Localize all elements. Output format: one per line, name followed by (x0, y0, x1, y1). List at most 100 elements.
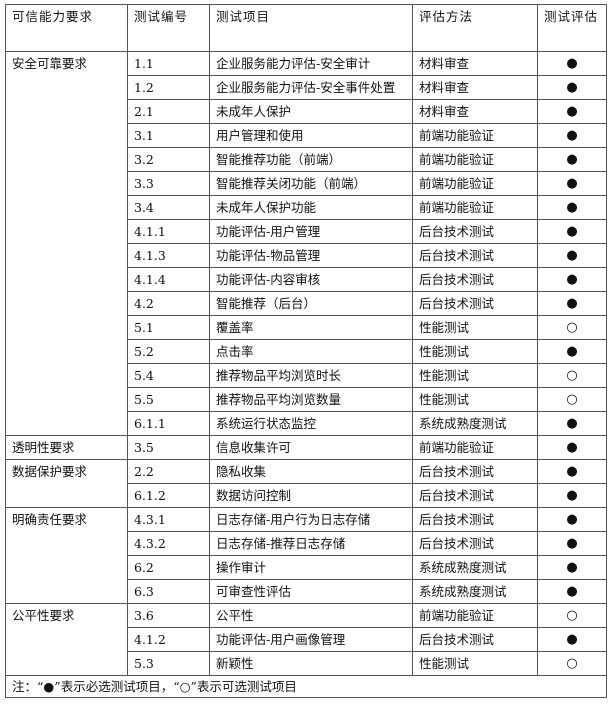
test-id: 3.3 (127, 171, 210, 196)
table-row: 2.1 未成年人保护 材料审查 ● (6, 99, 607, 124)
evaluation: ● (537, 267, 607, 292)
evaluation: ● (537, 483, 607, 508)
test-item: 企业服务能力评估-安全审计 (209, 51, 413, 76)
test-id: 4.1.4 (127, 267, 210, 292)
evaluation: ● (537, 627, 607, 652)
method: 性能测试 (412, 363, 538, 388)
evaluation: ● (537, 75, 607, 100)
test-item: 公平性 (209, 603, 413, 628)
header-cell: 测试项目 (209, 4, 413, 52)
test-id: 3.5 (127, 435, 210, 460)
method: 后台技术测试 (412, 627, 538, 652)
evaluation: ○ (537, 651, 607, 676)
evaluation: ● (537, 507, 607, 532)
method: 系统成熟度测试 (412, 555, 538, 580)
evaluation: ● (537, 243, 607, 268)
method: 前端功能验证 (412, 123, 538, 148)
requirement: 公平性要求 (5, 603, 128, 676)
method: 前端功能验证 (412, 147, 538, 172)
method: 性能测试 (412, 651, 538, 676)
header-row: 可信能力要求 测试编号 测试项目 评估方法 测试评估 (5, 4, 607, 52)
test-id: 1.2 (127, 75, 210, 100)
test-item: 推荐物品平均浏览时长 (209, 363, 413, 388)
method: 后台技术测试 (412, 531, 538, 556)
table-row: 明确责任要求 4.3.1 日志存储-用户行为日志存储 后台技术测试 ● (5, 507, 607, 604)
test-item: 功能评估-用户管理 (209, 219, 413, 244)
evaluation: ● (537, 171, 607, 196)
evaluation: ○ (537, 387, 607, 412)
header-cell: 测试编号 (127, 4, 210, 52)
test-item: 日志存储-推荐日志存储 (209, 531, 413, 556)
test-id: 5.3 (127, 651, 210, 676)
note: 注：“●”表示必选测试项目，“○”表示可选测试项目 (5, 675, 607, 698)
note-row: 注：“●”表示必选测试项目，“○”表示可选测试项目 (5, 675, 607, 698)
evaluation: ● (537, 147, 607, 172)
table-row: 6.2 操作审计 系统成熟度测试 ● (6, 555, 607, 580)
table-row: 公平性要求 3.6 公平性 前端功能验证 ○ (5, 603, 607, 676)
test-item: 功能评估-物品管理 (209, 243, 413, 268)
method: 前端功能验证 (412, 171, 538, 196)
table-row: 6.3 可审查性评估 系统成熟度测试 ● (6, 579, 607, 604)
evaluation: ● (537, 411, 607, 436)
method: 后台技术测试 (412, 483, 538, 508)
evaluation: ● (537, 339, 607, 364)
table-row: 4.1.2 功能评估-用户画像管理 后台技术测试 ● (6, 627, 607, 652)
test-id: 2.1 (127, 99, 210, 124)
table-row: 3.3 智能推荐关闭功能（前端） 前端功能验证 ● (6, 171, 607, 196)
evaluation: ○ (537, 363, 607, 388)
evaluation: ○ (537, 315, 607, 340)
method: 性能测试 (412, 387, 538, 412)
test-id: 5.1 (127, 315, 210, 340)
table-row: 5.1 覆盖率 性能测试 ○ (6, 315, 607, 340)
table-row: 5.5 推荐物品平均浏览数量 性能测试 ○ (6, 387, 607, 412)
test-item: 操作审计 (209, 555, 413, 580)
test-id: 6.2 (127, 555, 210, 580)
test-id: 5.2 (127, 339, 210, 364)
evaluation: ● (537, 51, 607, 76)
method: 后台技术测试 (412, 459, 538, 484)
test-item: 新颖性 (209, 651, 413, 676)
test-id: 4.3.1 (127, 507, 210, 532)
test-id: 6.1.2 (127, 483, 210, 508)
test-id: 3.4 (127, 195, 210, 220)
table-row: 4.1.1 功能评估-用户管理 后台技术测试 ● (6, 219, 607, 244)
test-item: 隐私收集 (209, 459, 413, 484)
table-body: 安全可靠要求 1.1 企业服务能力评估-安全审计 材料审查 ● 1.2 企业服务能力评估-安… (5, 51, 607, 698)
method: 后台技术测试 (412, 291, 538, 316)
test-id: 4.1.3 (127, 243, 210, 268)
test-item: 未成年人保护 (209, 99, 413, 124)
test-item: 用户管理和使用 (209, 123, 413, 148)
evaluation: ● (537, 459, 607, 484)
evaluation: ● (537, 123, 607, 148)
requirement: 明确责任要求 (5, 507, 128, 604)
method: 前端功能验证 (412, 603, 538, 628)
evaluation: ● (537, 435, 607, 460)
test-id: 4.1.1 (127, 219, 210, 244)
test-item: 智能推荐（后台） (209, 291, 413, 316)
method: 性能测试 (412, 315, 538, 340)
test-item: 未成年人保护功能 (209, 195, 413, 220)
method: 系统成熟度测试 (412, 579, 538, 604)
test-item: 企业服务能力评估-安全事件处置 (209, 75, 413, 100)
method: 前端功能验证 (412, 435, 538, 460)
evaluation: ● (537, 531, 607, 556)
test-item: 智能推荐关闭功能（前端） (209, 171, 413, 196)
method: 材料审查 (412, 51, 538, 76)
test-item: 数据访问控制 (209, 483, 413, 508)
test-id: 5.4 (127, 363, 210, 388)
method: 后台技术测试 (412, 219, 538, 244)
test-item: 系统运行状态监控 (209, 411, 413, 436)
evaluation: ● (537, 219, 607, 244)
header-cell: 测试评估 (537, 4, 607, 52)
method: 材料审查 (412, 99, 538, 124)
method: 后台技术测试 (412, 507, 538, 532)
table-row: 数据保护要求 2.2 隐私收集 后台技术测试 ● (5, 459, 607, 508)
test-item: 覆盖率 (209, 315, 413, 340)
test-id: 3.6 (127, 603, 210, 628)
method: 系统成熟度测试 (412, 411, 538, 436)
test-id: 3.1 (127, 123, 210, 148)
test-id: 4.1.2 (127, 627, 210, 652)
test-item: 推荐物品平均浏览数量 (209, 387, 413, 412)
test-item: 功能评估-用户画像管理 (209, 627, 413, 652)
test-id: 5.5 (127, 387, 210, 412)
